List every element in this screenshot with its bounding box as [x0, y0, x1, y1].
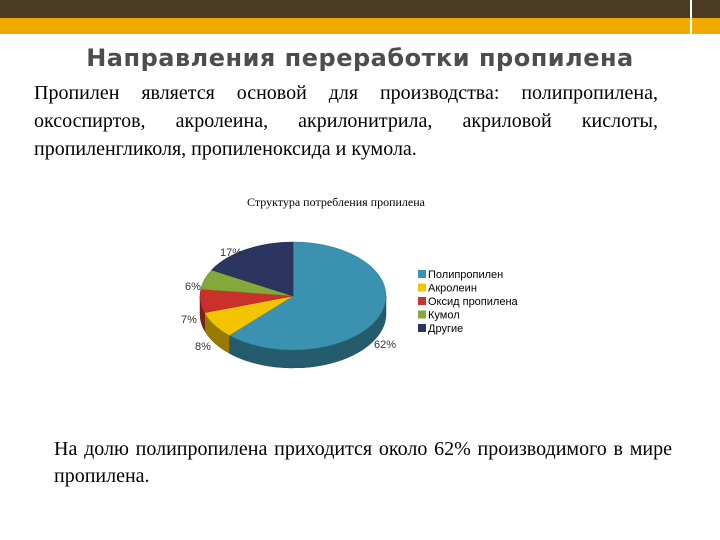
legend-label-1: Акролеин	[428, 283, 477, 295]
legend-swatch-1	[418, 283, 426, 292]
chart-title: Структура потребления пропилена	[247, 195, 426, 209]
pie-label-1: 8%	[195, 341, 211, 353]
legend-label-0: Полипропилен	[428, 269, 503, 281]
pie-slice-4	[211, 241, 294, 297]
legend-label-3: Кумол	[428, 310, 460, 322]
legend-swatch-3	[418, 310, 426, 319]
pie-label-4: 17%	[220, 247, 242, 259]
slide-title: Направления переработки пропилена	[86, 44, 634, 72]
pie-label-3: 6%	[185, 281, 201, 293]
legend-label-2: Оксид пропилена	[428, 296, 519, 308]
legend-label-4: Другие	[428, 323, 463, 335]
intro-paragraph: Пропилен является основой для производст…	[34, 82, 658, 160]
conclusion-paragraph: На долю полипропилена приходится около 6…	[54, 438, 672, 487]
pie-slices	[199, 241, 387, 351]
header-bar-gold	[0, 18, 720, 34]
pie-slice-0	[228, 241, 387, 351]
pie-label-0: 62%	[374, 339, 396, 351]
legend-swatch-4	[418, 324, 426, 332]
legend-swatch-2	[418, 297, 426, 305]
pie-label-2: 7%	[181, 314, 197, 326]
legend-swatch-0	[418, 270, 426, 278]
propylene-consumption-pie-chart: Структура потребления пропилена 62%8%7%6…	[181, 195, 519, 369]
header-divider	[690, 0, 692, 34]
header-bar-dark	[0, 0, 720, 18]
pie-data-labels: 62% 8% 7% 6% 17%	[181, 247, 396, 353]
